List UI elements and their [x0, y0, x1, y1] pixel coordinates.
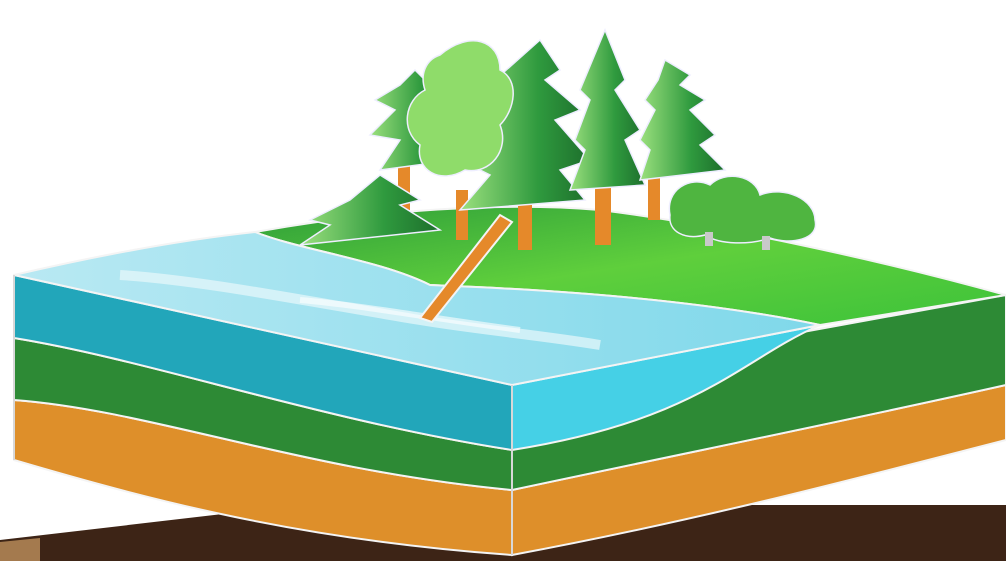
water-layer-side	[511, 324, 821, 452]
bedrock-edge	[0, 538, 40, 561]
tree-trunk	[648, 175, 660, 220]
conifer	[568, 28, 647, 191]
shrub	[668, 175, 817, 244]
water-ripple	[119, 270, 601, 350]
tree-trunk	[456, 190, 468, 240]
conifer	[638, 58, 727, 181]
shrub-trunk	[705, 232, 713, 246]
water-layer-front	[13, 273, 513, 452]
green-layer-side	[511, 293, 1006, 492]
conifer	[299, 174, 443, 246]
broadleaf-tree	[406, 40, 514, 177]
fallen-log	[418, 213, 514, 324]
water-surface	[13, 230, 821, 387]
water-ripple	[299, 297, 521, 333]
shrub-trunk	[762, 236, 770, 250]
